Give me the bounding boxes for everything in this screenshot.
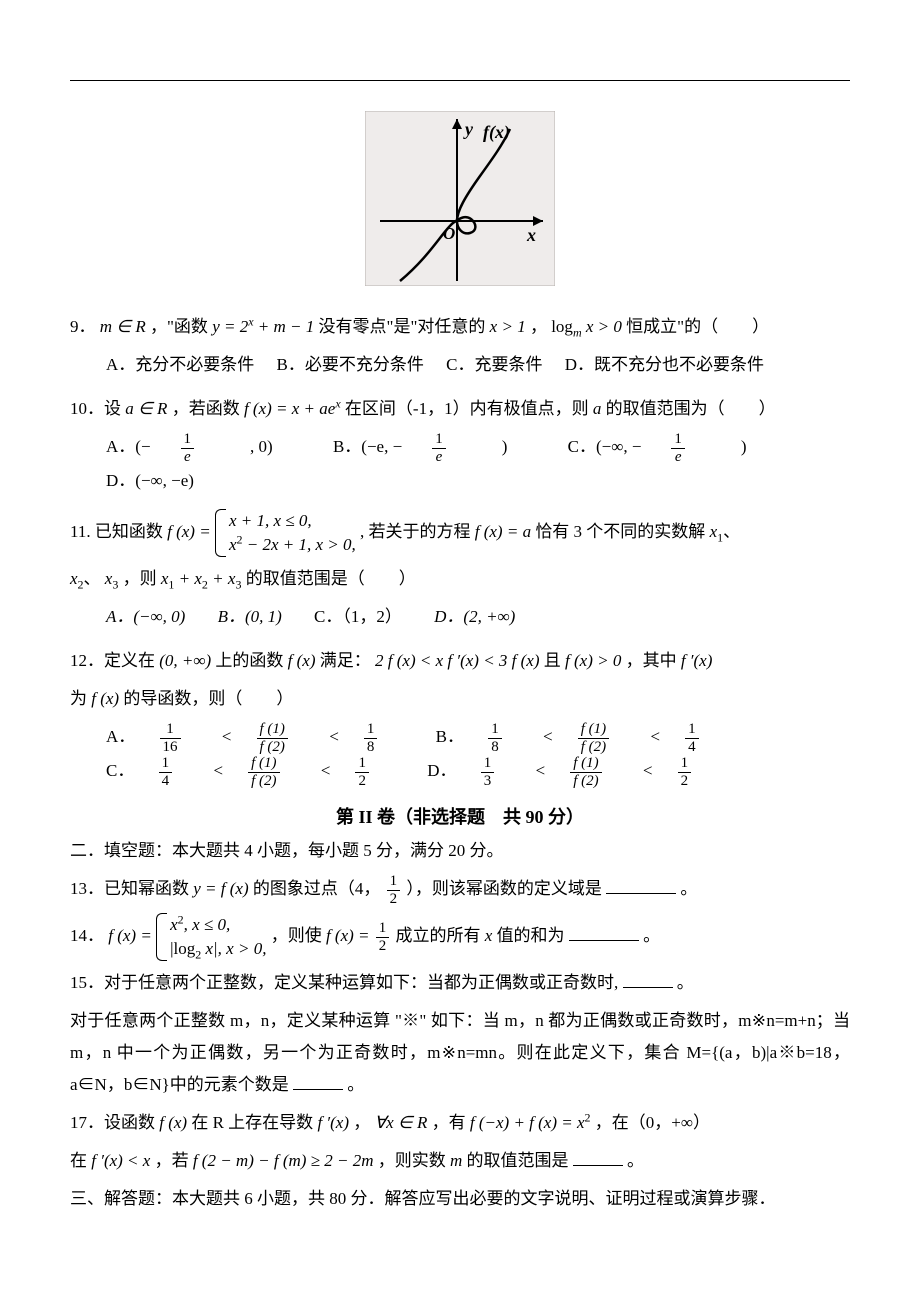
q9-m-in-R: m ∈ R	[100, 317, 146, 336]
q9-optD: D．既不充分也不必要条件	[565, 349, 764, 381]
q17-line2: 在 f ′(x) < x ，若 f (2 − m) − f (m) ≥ 2 − …	[70, 1145, 850, 1177]
q12-options: A． 116 < f (1)f (2) < 18 B． 18 < f (1)f …	[70, 721, 850, 789]
q15-blank1	[623, 970, 673, 988]
q8-graph: y f(x) O x	[70, 111, 850, 291]
graph-o-label: O	[443, 224, 455, 243]
q14-blank	[569, 923, 639, 941]
q9-optB: B．必要不充分条件	[277, 349, 424, 381]
q12-optC: C． 14 < f (1)f (2) < 12	[106, 755, 405, 789]
q17-line1: 17．设函数 f (x) 在 R 上存在导数 f ′(x) ， ∀x ∈ R ，…	[70, 1107, 850, 1139]
q11-optB: B．(0, 1)	[218, 601, 282, 633]
fill-heading: 二．填空题：本大题共 4 小题，每小题 5 分，满分 20 分。	[70, 835, 850, 867]
q12-optB: B． 18 < f (1)f (2) < 14	[436, 721, 735, 755]
q15-blank2	[293, 1072, 343, 1090]
q11-options: A．(−∞, 0) B．(0, 1) C．（1，2） D．(2, +∞)	[70, 601, 850, 633]
q14-piecewise: x2, x ≤ 0, |log2 x|, x > 0,	[156, 913, 266, 961]
q11-optC: C．（1，2）	[314, 601, 402, 633]
q9-optA: A．充分不必要条件	[106, 349, 254, 381]
q11-optA: A．(−∞, 0)	[106, 601, 185, 633]
q11-stem-2: x2、 x3 ，则 x1 + x2 + x3 的取值范围是（ ）	[70, 563, 850, 595]
q10-options: A．(−1e, 0) B．(−e, −1e) C．(−∞, −1e) D．(−∞…	[70, 431, 850, 497]
q10-stem: 10．设 a ∈ R ，若函数 f (x) = x + aex 在区间（-1，1…	[70, 393, 850, 425]
q9-stem: 9． m ∈ R ，"函数 y = 2x + m − 1 没有零点"是"对任意的…	[70, 311, 850, 343]
q11-piecewise: x + 1, x ≤ 0, x2 − 2x + 1, x > 0,	[215, 509, 356, 557]
top-rule	[70, 80, 850, 81]
q14: 14． f (x) = x2, x ≤ 0, |log2 x|, x > 0, …	[70, 913, 850, 961]
q12-stem-1: 12．定义在 (0, +∞) 上的函数 f (x) 满足： 2 f (x) < …	[70, 645, 850, 677]
q11-stem-1: 11. 已知函数 f (x) = x + 1, x ≤ 0, x2 − 2x +…	[70, 509, 850, 557]
q11-optD: D．(2, +∞)	[434, 601, 515, 633]
q12-optD: D． 13 < f (1)f (2) < 12	[427, 755, 727, 789]
graph-x-label: x	[526, 225, 536, 245]
q10-optA: A．(−1e, 0)	[106, 431, 301, 465]
q9-num: 9．	[70, 317, 96, 336]
q13: 13．已知幂函数 y = f (x) 的图象过点（4， 12 ），则该幂函数的定…	[70, 873, 850, 907]
q17-blank	[573, 1148, 623, 1166]
q12-stem-2: 为 f (x) 的导函数，则（ ）	[70, 683, 850, 715]
q13-blank	[606, 876, 676, 894]
q15-line1: 15．对于任意两个正整数，定义某种运算如下：当都为正偶数或正奇数时, 。	[70, 967, 850, 999]
q10-optB: B．(−e, −1e)	[333, 431, 535, 465]
q9-optC: C．充要条件	[446, 349, 542, 381]
q12-optA: A． 116 < f (1)f (2) < 18	[106, 721, 413, 755]
q15-line2: 对于任意两个正整数 m，n，定义某种运算 "※" 如下：当 m，n 都为正偶数或…	[70, 1005, 850, 1101]
section-3-heading: 三、解答题：本大题共 6 小题，共 80 分．解答应写出必要的文字说明、证明过程…	[70, 1183, 850, 1215]
q9-options: A．充分不必要条件 B．必要不充分条件 C．充要条件 D．既不充分也不必要条件	[70, 349, 850, 381]
section-2-title: 第 II 卷（非选择题 共 90 分）	[70, 803, 850, 829]
graph-f-label: f(x)	[483, 122, 510, 143]
graph-y-label: y	[463, 119, 474, 139]
q10-optC: C．(−∞, −1e)	[568, 431, 775, 465]
q10-optD: D．(−∞, −e)	[106, 465, 194, 497]
